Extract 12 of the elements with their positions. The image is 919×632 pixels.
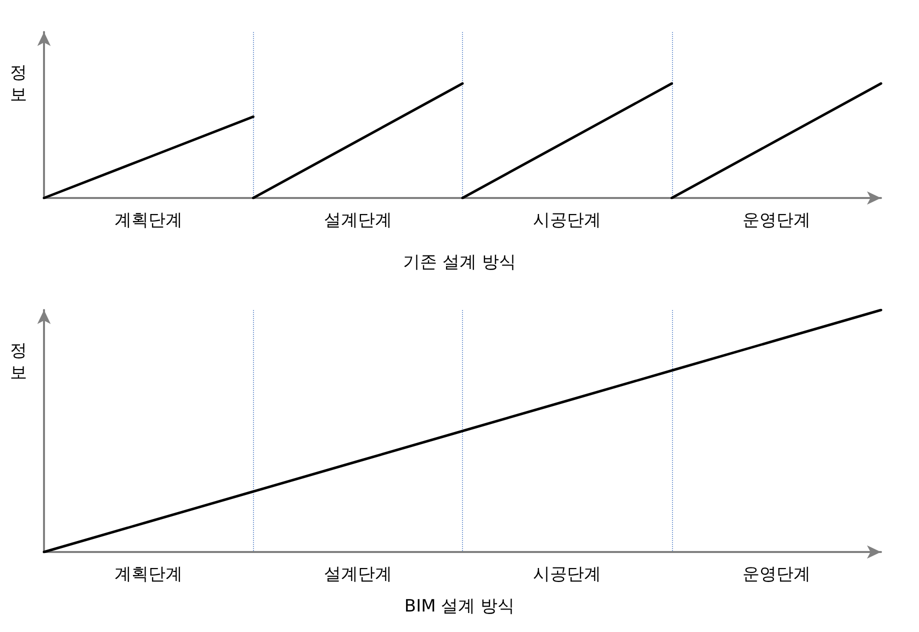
- x-tick-label: 설계단계: [324, 564, 392, 584]
- x-tick-label: 운영단계: [742, 564, 810, 584]
- x-tick-label: 계획단계: [114, 564, 183, 584]
- x-tick-label: 운영단계: [742, 210, 810, 230]
- x-tick-label: 설계단계: [324, 210, 392, 230]
- y-axis-title: 정보: [10, 341, 27, 383]
- x-tick-label: 시공단계: [533, 564, 602, 584]
- x-tick-label: 계획단계: [114, 210, 183, 230]
- x-tick-label: 시공단계: [533, 210, 602, 230]
- y-axis-title: 정보: [10, 63, 27, 105]
- text: BIM 설계 방식: [404, 596, 515, 616]
- text: 기존 설계 방식: [403, 252, 516, 272]
